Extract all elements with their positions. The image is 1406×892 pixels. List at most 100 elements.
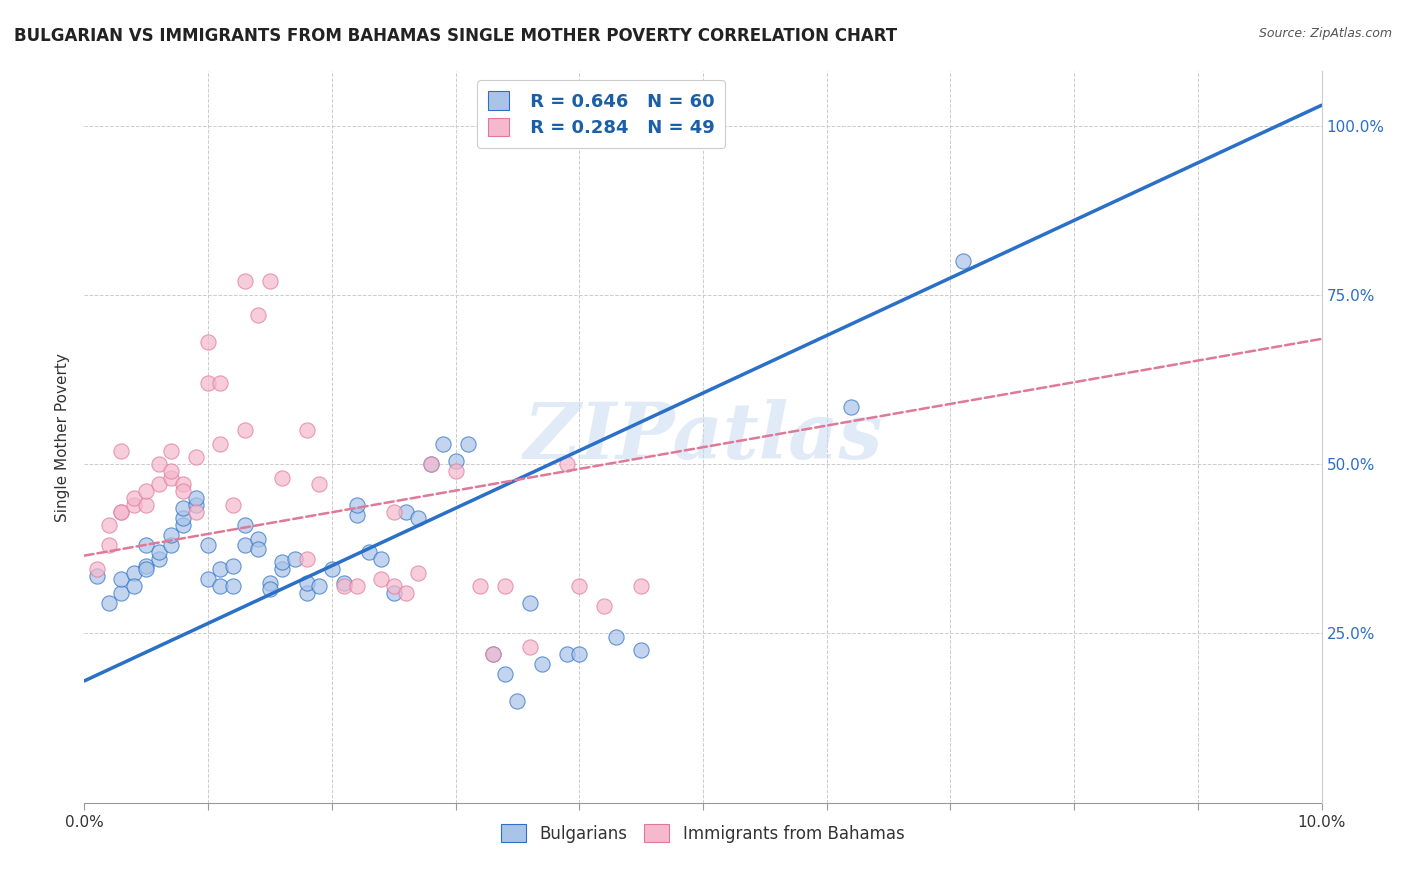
Point: [110, 572, 132, 586]
Point: [184, 491, 207, 505]
Point: [382, 586, 405, 600]
Point: [470, 579, 492, 593]
Point: [172, 518, 194, 533]
Point: [271, 471, 294, 485]
Point: [259, 274, 281, 288]
Point: [481, 647, 503, 661]
Point: [86, 562, 108, 576]
Point: [148, 552, 170, 566]
Point: [135, 562, 157, 576]
Point: [357, 545, 380, 559]
Point: [605, 630, 627, 644]
Point: [494, 579, 516, 593]
Point: [233, 538, 256, 552]
Point: [160, 471, 183, 485]
Point: [444, 454, 467, 468]
Point: [841, 400, 863, 414]
Point: [246, 532, 269, 546]
Point: [519, 596, 541, 610]
Point: [382, 505, 405, 519]
Point: [568, 647, 591, 661]
Point: [295, 552, 318, 566]
Point: [197, 538, 219, 552]
Point: [172, 484, 194, 499]
Point: [555, 647, 578, 661]
Point: [630, 643, 652, 657]
Point: [346, 498, 368, 512]
Point: [172, 501, 194, 516]
Point: [271, 555, 294, 569]
Point: [333, 575, 356, 590]
Point: [233, 518, 256, 533]
Point: [172, 511, 194, 525]
Point: [197, 335, 219, 350]
Point: [432, 437, 454, 451]
Point: [197, 376, 219, 390]
Point: [148, 477, 170, 491]
Point: [233, 274, 256, 288]
Point: [184, 505, 207, 519]
Point: [160, 538, 183, 552]
Point: [148, 457, 170, 471]
Text: Source: ZipAtlas.com: Source: ZipAtlas.com: [1258, 27, 1392, 40]
Point: [233, 423, 256, 437]
Point: [110, 586, 132, 600]
Point: [346, 579, 368, 593]
Point: [98, 518, 121, 533]
Point: [148, 545, 170, 559]
Point: [593, 599, 616, 614]
Point: [295, 423, 318, 437]
Point: [321, 562, 343, 576]
Point: [408, 566, 430, 580]
Point: [222, 579, 245, 593]
Point: [506, 694, 529, 708]
Point: [209, 437, 232, 451]
Point: [519, 640, 541, 654]
Point: [346, 508, 368, 522]
Point: [295, 586, 318, 600]
Point: [110, 505, 132, 519]
Point: [160, 528, 183, 542]
Point: [135, 498, 157, 512]
Point: [555, 457, 578, 471]
Legend: Bulgarians, Immigrants from Bahamas: Bulgarians, Immigrants from Bahamas: [495, 818, 911, 849]
Point: [246, 308, 269, 322]
Point: [382, 579, 405, 593]
Point: [308, 477, 330, 491]
Point: [98, 538, 121, 552]
Point: [419, 457, 441, 471]
Point: [172, 477, 194, 491]
Point: [122, 579, 145, 593]
Point: [160, 464, 183, 478]
Point: [494, 667, 516, 681]
Point: [197, 572, 219, 586]
Point: [184, 498, 207, 512]
Point: [531, 657, 554, 671]
Point: [259, 582, 281, 597]
Point: [395, 505, 418, 519]
Point: [370, 572, 392, 586]
Point: [122, 498, 145, 512]
Point: [135, 484, 157, 499]
Point: [246, 541, 269, 556]
Point: [86, 569, 108, 583]
Point: [444, 464, 467, 478]
Point: [135, 538, 157, 552]
Y-axis label: Single Mother Poverty: Single Mother Poverty: [55, 352, 70, 522]
Point: [284, 552, 307, 566]
Point: [222, 498, 245, 512]
Point: [308, 579, 330, 593]
Point: [419, 457, 441, 471]
Point: [481, 647, 503, 661]
Text: ZIPatlas: ZIPatlas: [523, 399, 883, 475]
Text: BULGARIAN VS IMMIGRANTS FROM BAHAMAS SINGLE MOTHER POVERTY CORRELATION CHART: BULGARIAN VS IMMIGRANTS FROM BAHAMAS SIN…: [14, 27, 897, 45]
Point: [209, 376, 232, 390]
Point: [160, 443, 183, 458]
Point: [457, 437, 479, 451]
Point: [395, 586, 418, 600]
Point: [209, 562, 232, 576]
Point: [295, 575, 318, 590]
Point: [135, 558, 157, 573]
Point: [184, 450, 207, 465]
Point: [370, 552, 392, 566]
